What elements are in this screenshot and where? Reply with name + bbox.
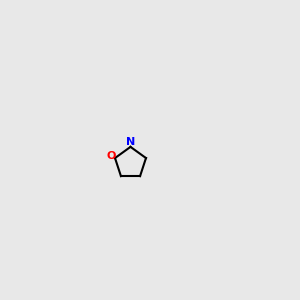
Text: O: O: [106, 151, 116, 161]
Text: N: N: [126, 137, 135, 147]
